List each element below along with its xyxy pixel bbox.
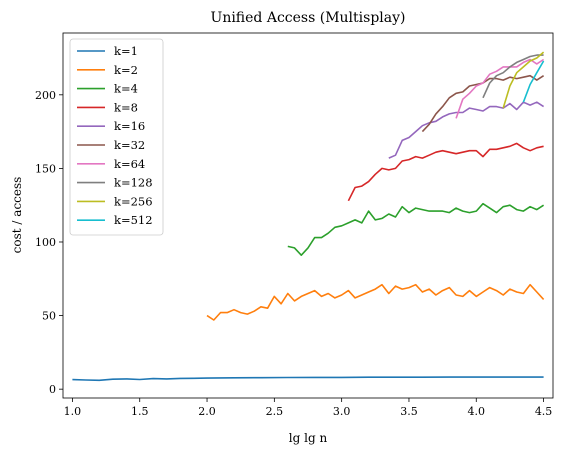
series-line-3	[287, 202, 545, 256]
x-tick-label: 3.0	[333, 405, 351, 418]
plot-lines	[72, 51, 545, 382]
y-tick-label: 100	[35, 236, 56, 249]
series-line-7	[455, 58, 545, 119]
y-tick-label: 0	[49, 383, 56, 396]
x-tick-label: 2.0	[198, 405, 216, 418]
legend-entry-label: k=1	[114, 44, 138, 58]
legend-entry-label: k=2	[114, 63, 138, 77]
series-line-2	[206, 283, 545, 321]
y-tick-label: 50	[42, 310, 56, 323]
legend-entry-label: k=16	[114, 119, 145, 133]
y-axis-ticks: 0 50 100 150 200	[35, 89, 63, 396]
series-line-10	[522, 60, 545, 103]
x-tick-label: 4.5	[535, 405, 553, 418]
x-tick-label: 1.0	[64, 405, 82, 418]
legend: k=1 k=2 k=4 k=8 k=16 k=32 k=64 k=128 k=256 k=512	[69, 38, 164, 236]
x-tick-label: 2.5	[266, 405, 284, 418]
series-line-9	[502, 51, 545, 109]
legend-entry-label: k=512	[114, 213, 153, 227]
x-tick-label: 1.5	[131, 405, 149, 418]
series-line-4	[347, 142, 544, 202]
x-tick-label: 3.5	[400, 405, 418, 418]
x-axis-label: lg lg n	[289, 431, 328, 445]
legend-entry-label: k=128	[114, 176, 153, 190]
legend-entry-label: k=4	[114, 82, 138, 96]
plot-frame	[62, 32, 554, 399]
legend-entry-label: k=8	[114, 100, 138, 114]
legend-entry-label: k=64	[114, 157, 145, 171]
legend-entry-label: k=32	[114, 138, 145, 152]
y-tick-label: 200	[35, 89, 56, 102]
series-line-8	[482, 54, 544, 99]
y-axis-label: cost / access	[10, 177, 24, 254]
series-line-1	[72, 376, 544, 382]
legend-entry-label: k=256	[114, 194, 153, 208]
x-tick-label: 4.0	[468, 405, 486, 418]
chart-title: Unified Access (Multisplay)	[211, 10, 406, 26]
series-line-5	[388, 101, 545, 159]
y-tick-label: 150	[35, 162, 56, 175]
x-axis-ticks: 1.0 1.5 2.0 2.5 3.0 3.5 4.0 4.5	[64, 398, 553, 418]
